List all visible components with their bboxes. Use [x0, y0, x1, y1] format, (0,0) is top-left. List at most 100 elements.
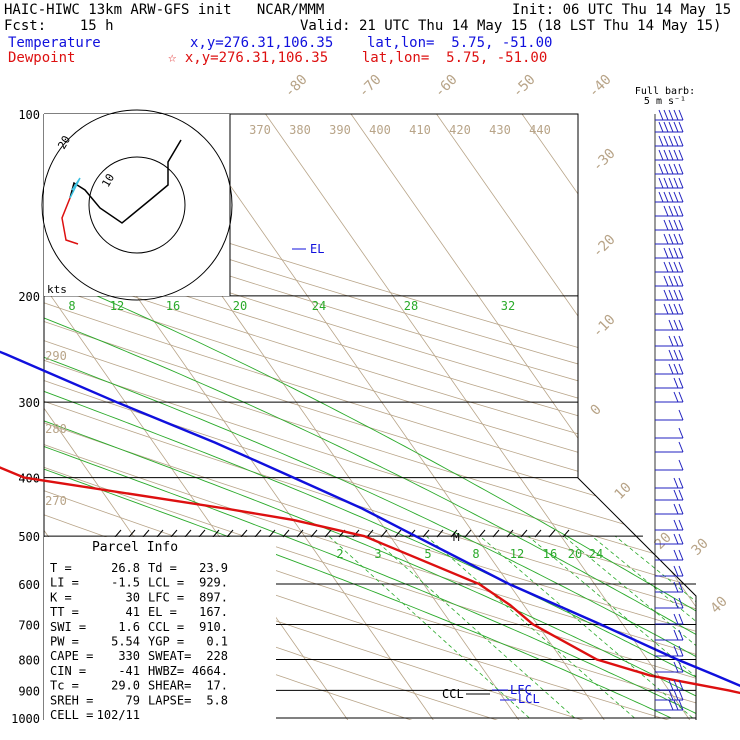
plot-frame [44, 113, 697, 720]
parcel-row-value: 102/11 [97, 708, 140, 722]
wind-barb-flag [673, 177, 679, 189]
dry-adiabat-line [44, 114, 696, 720]
wind-barb [655, 247, 684, 259]
wind-barb-flag [658, 163, 664, 175]
hatch-mark [324, 529, 332, 538]
hodograph-trace-mid [69, 177, 81, 199]
hodograph-units: kts [47, 283, 67, 296]
wind-barb-flag [678, 533, 684, 545]
wind-barb [655, 219, 684, 231]
parcel-row-label: LI = [50, 576, 79, 590]
dewpoint-location: ☆ x,y=276.31,106.35 lat,lon= 5.75, -51.0… [168, 50, 548, 66]
hatch-mark [380, 529, 388, 538]
wind-barb-flag [678, 149, 684, 161]
theta-label: 280 [45, 422, 67, 436]
hatch-mark [310, 529, 318, 538]
temperature-tick-label: 10 [612, 480, 635, 503]
wind-barb-flag [673, 219, 679, 231]
parcel-row-value: 897. [199, 590, 228, 604]
parcel-row-value: 910. [199, 620, 228, 634]
hatch-mark [268, 529, 276, 538]
wind-barb-flag [673, 109, 679, 121]
wind-barb [655, 699, 684, 711]
parcel-row-value: 26.8 [111, 561, 140, 575]
parcel-row-label: CELL = [50, 708, 93, 722]
wind-barb-flag [668, 191, 674, 203]
wind-barb-flag [673, 689, 679, 701]
hatch-mark [156, 529, 164, 538]
hatch-mark [436, 529, 444, 538]
wind-barb [655, 335, 684, 347]
wind-barb-flag [673, 581, 679, 593]
wind-barb-flag [678, 613, 684, 625]
parcel-row-label: YGP = [148, 635, 184, 649]
wind-barb-flag [668, 261, 674, 273]
hatch-mark [478, 529, 486, 538]
moist-adiabat-line [44, 410, 696, 719]
wind-barb-flag [668, 135, 674, 147]
wind-barb [655, 503, 684, 515]
isotherm-line [160, 114, 613, 720]
wind-barb-flag [678, 335, 684, 347]
parcel-info-box [44, 537, 276, 720]
temperature-legend-label: Temperature [8, 35, 101, 51]
temperature-tick-label: 40 [708, 594, 731, 617]
wind-barb-flag [673, 163, 679, 175]
wind-barb-flag [673, 391, 679, 403]
hodograph-ring-label: 10 [99, 172, 117, 190]
temperature-tick-label: 30 [689, 536, 712, 559]
wind-barb-flag [668, 219, 674, 231]
mixing-ratio-line [528, 535, 696, 719]
theta-label: 410 [409, 123, 431, 137]
wind-barb-flag [668, 699, 674, 711]
dry-adiabat-line [44, 114, 696, 720]
wind-barb-flag [668, 349, 674, 361]
dry-adiabat-line [44, 114, 696, 720]
wind-barb [655, 163, 684, 175]
wind-barb [655, 377, 684, 389]
pressure-tick-label: 200 [18, 290, 40, 304]
pressure-tick-label: 700 [18, 618, 40, 632]
hatch-mark [226, 529, 234, 538]
moist-adiabat-line [44, 274, 696, 719]
parcel-row-value: 79 [126, 693, 140, 707]
wind-barb-flag [673, 613, 679, 625]
mixing-ratio-label-upper: 32 [501, 299, 515, 313]
wind-barb-flag [663, 205, 669, 217]
isotherm-line [416, 114, 696, 720]
mixing-ratio-label-upper: 28 [404, 299, 418, 313]
theta-label: 370 [249, 123, 271, 137]
wind-barb [655, 303, 684, 315]
wind-barb-flag [673, 191, 679, 203]
wind-barb [655, 581, 684, 593]
wind-barb-flag [678, 661, 684, 673]
parcel-row-value: -41 [118, 664, 140, 678]
theta-label: 430 [489, 123, 511, 137]
wind-barb-flag [673, 319, 679, 331]
hatch-mark [520, 529, 528, 538]
wind-barb-flag [678, 581, 684, 593]
hatch-mark [184, 529, 192, 538]
wind-barb-flag [678, 427, 684, 439]
wind-barb-flag [663, 233, 669, 245]
wind-barb [655, 629, 684, 641]
temperature-tick-label: -40 [586, 72, 615, 101]
wind-barb-flag [678, 409, 684, 421]
wind-barb-flag [678, 275, 684, 287]
wind-barb-flag [678, 441, 684, 453]
wind-barb-flag [678, 205, 684, 217]
wind-barb [655, 363, 684, 375]
hodograph-trace [69, 139, 182, 224]
temperature-tick-label: -20 [590, 232, 619, 261]
wind-barb [655, 409, 684, 421]
parcel-row-label: CIN = [50, 664, 86, 678]
mixing-ratio-label-upper: 24 [312, 299, 326, 313]
dry-adiabat-line [44, 114, 696, 720]
hatch-mark [142, 529, 150, 538]
moist-adiabat-line [44, 228, 696, 719]
parcel-row-label: HWBZ= [148, 664, 184, 678]
theta-label: 400 [369, 123, 391, 137]
wind-barb [655, 121, 684, 133]
wind-barb-flag [673, 661, 679, 673]
wind-barb-flag [678, 459, 684, 471]
